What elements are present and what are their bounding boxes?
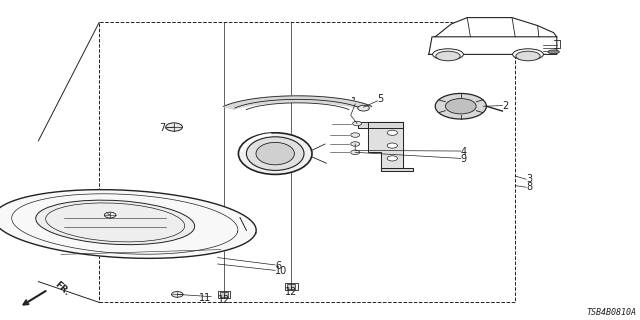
Ellipse shape	[513, 49, 543, 60]
Text: 3: 3	[526, 174, 532, 184]
Polygon shape	[0, 190, 256, 258]
Circle shape	[387, 143, 397, 148]
Polygon shape	[358, 122, 403, 128]
Ellipse shape	[433, 49, 463, 60]
Circle shape	[351, 142, 360, 146]
Text: TSB4B0810A: TSB4B0810A	[587, 308, 637, 317]
Polygon shape	[368, 122, 403, 168]
Bar	[218, 291, 230, 298]
Ellipse shape	[516, 51, 540, 61]
Text: 11: 11	[199, 292, 211, 303]
Ellipse shape	[548, 50, 559, 54]
Circle shape	[387, 156, 397, 161]
Text: 6: 6	[275, 260, 282, 271]
Text: 8: 8	[526, 182, 532, 192]
Circle shape	[435, 93, 486, 119]
Bar	[285, 283, 298, 290]
Text: 2: 2	[502, 100, 509, 111]
Ellipse shape	[36, 200, 195, 245]
Text: 12: 12	[285, 287, 298, 297]
Circle shape	[445, 99, 476, 114]
Bar	[287, 284, 295, 289]
Polygon shape	[435, 18, 557, 37]
Ellipse shape	[256, 142, 294, 165]
Ellipse shape	[238, 133, 312, 174]
Ellipse shape	[246, 137, 304, 171]
Circle shape	[351, 133, 360, 137]
Bar	[220, 292, 228, 297]
Ellipse shape	[436, 51, 460, 61]
Text: 4: 4	[461, 147, 467, 157]
Polygon shape	[223, 96, 372, 109]
Circle shape	[387, 130, 397, 135]
Bar	[99, 22, 515, 302]
Text: 9: 9	[461, 154, 467, 164]
Text: 12: 12	[218, 295, 230, 305]
Circle shape	[172, 292, 183, 297]
Polygon shape	[429, 37, 557, 54]
Circle shape	[166, 123, 182, 131]
Text: 1: 1	[351, 97, 357, 108]
Text: 5: 5	[378, 94, 384, 104]
Circle shape	[104, 212, 116, 218]
Text: FR.: FR.	[53, 279, 72, 297]
Polygon shape	[381, 168, 413, 171]
Text: 10: 10	[275, 266, 287, 276]
Circle shape	[353, 121, 362, 126]
Text: 11: 11	[95, 209, 108, 220]
Text: 7: 7	[159, 123, 165, 133]
Circle shape	[358, 105, 369, 111]
Circle shape	[351, 150, 360, 155]
